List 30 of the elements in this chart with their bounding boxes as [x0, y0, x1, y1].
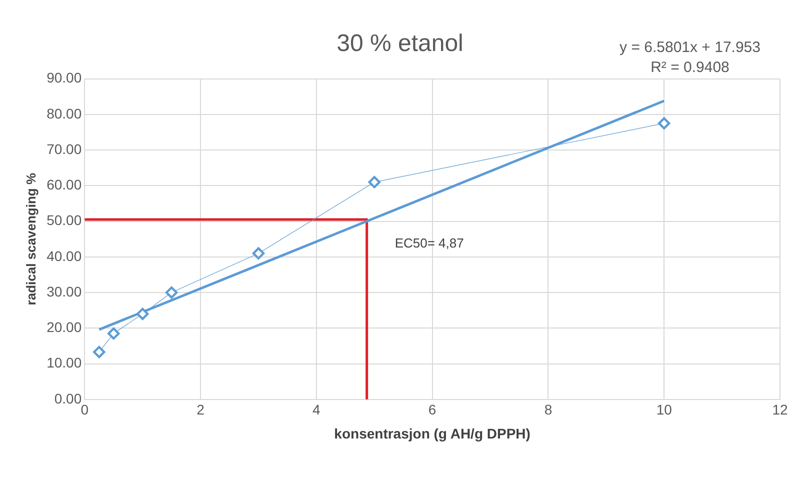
x-axis-title: konsentrasjon (g AH/g DPPH) [334, 425, 530, 442]
y-tick-label: 70.00 [46, 140, 82, 157]
y-axis-title: radical scavenging % [23, 172, 38, 306]
text: R² = 0.9408 [650, 59, 730, 76]
x-tick-label: 6 [428, 402, 436, 418]
chart-title: 30 % etanol [336, 30, 464, 58]
x-tick-label: 12 [772, 402, 788, 418]
x-tick-label: 2 [196, 402, 205, 418]
text: y = 6.5801x + 17.953 [620, 39, 760, 56]
y-tick-label: 10.00 [46, 354, 82, 371]
x-tick-label: 4 [312, 402, 321, 418]
y-tick-label: 40.00 [46, 248, 82, 264]
point [165, 286, 178, 299]
y-tick-label: 20.00 [46, 319, 82, 336]
y-tick-label: 0.00 [54, 390, 82, 406]
point [108, 327, 120, 340]
y-tick-label: 50.00 [46, 212, 82, 228]
point [658, 117, 670, 130]
y-tick-label: 60.00 [46, 176, 82, 193]
point [252, 247, 265, 260]
point [368, 176, 380, 188]
y-tick-label: 80.00 [46, 105, 82, 122]
x-tick-label: 0 [80, 402, 89, 418]
x-tick-label: 8 [544, 402, 552, 418]
point [136, 308, 149, 320]
annotation: EC50= 4,87 [394, 236, 464, 251]
y-tick-label: 90.00 [46, 70, 82, 86]
y-tick-label: 30.00 [46, 283, 82, 300]
point [93, 346, 106, 358]
x-tick-label: 10 [656, 402, 672, 418]
